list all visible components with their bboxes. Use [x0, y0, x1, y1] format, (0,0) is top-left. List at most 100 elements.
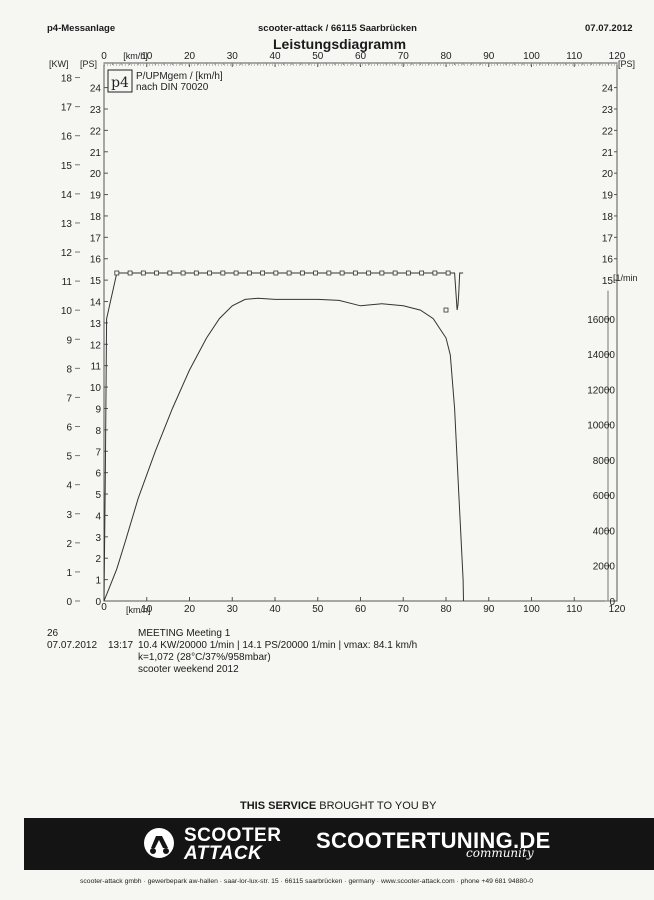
ps-tick-label: 8 — [95, 426, 101, 437]
ps-tick-label: 5 — [95, 490, 101, 501]
rpm-marker — [392, 270, 398, 276]
rpm-marker — [260, 270, 266, 276]
kw-tick-label: 9 — [66, 335, 72, 346]
right-ps-tick-label: 23 — [602, 105, 614, 116]
x-unit-top: [km/h] — [123, 51, 148, 61]
x-tick-label-top: 50 — [312, 51, 324, 62]
ps-tick-label: 21 — [90, 148, 102, 159]
scootertuning-logo: SCOOTERTUNING.DE — [316, 828, 551, 853]
rpm-marker — [233, 270, 239, 276]
x-tick-label-bottom: 90 — [483, 604, 495, 615]
rpm-tick-label: 8000 — [593, 456, 616, 467]
x-tick-label-bottom: 120 — [609, 604, 626, 615]
chart-title: Leistungsdiagramm — [273, 36, 407, 52]
right-ps-tick-label: 15 — [602, 276, 614, 287]
rpm-marker — [180, 270, 186, 276]
ps-tick-label: 12 — [90, 340, 102, 351]
sponsor-banner: SCOOTER ATTACK SCOOTERTUNING.DE communit… — [24, 818, 654, 870]
header-date: 07.07.2012 — [585, 23, 633, 34]
ps-tick-label: 11 — [91, 362, 102, 373]
ps-tick-label: 17 — [90, 233, 102, 244]
right-ps-tick-label: 20 — [602, 169, 614, 180]
kw-unit: [KW] — [49, 59, 69, 69]
ps-tick-label: 23 — [90, 105, 102, 116]
ps-tick-label: 16 — [90, 255, 102, 266]
kw-tick-label: 6 — [66, 423, 72, 434]
kw-tick-label: 4 — [66, 481, 72, 492]
x-tick-label-bottom: 40 — [269, 604, 281, 615]
ps-tick-label: 1 — [95, 576, 101, 587]
x-tick-label-bottom: 0 — [101, 602, 107, 613]
x-tick-label-top: 100 — [523, 51, 540, 62]
right-ps-tick-label: 17 — [602, 233, 614, 244]
x-tick-label-bottom: 50 — [312, 604, 324, 615]
rpm-marker — [379, 270, 385, 276]
x-tick-label-bottom: 30 — [227, 604, 239, 615]
rpm-marker — [352, 270, 358, 276]
ps-tick-label: 4 — [95, 511, 101, 522]
service-line: THIS SERVICE BROUGHT TO YOU BY — [240, 800, 436, 812]
plot-grid — [75, 63, 618, 602]
kw-tick-label: 7 — [66, 393, 72, 404]
power-curve — [103, 297, 464, 602]
rpm-marker — [299, 270, 305, 276]
rpm-tick-label: 4000 — [593, 526, 616, 537]
plot-frame — [103, 62, 618, 602]
ps-tick-label: 13 — [90, 319, 102, 330]
kw-tick-label: 5 — [66, 452, 72, 463]
x-tick-label-top: 0 — [101, 51, 107, 62]
rpm-marker — [313, 270, 319, 276]
ps-tick-label: 22 — [90, 126, 102, 137]
service-bold: THIS SERVICE — [240, 800, 317, 812]
kw-tick-label: 10 — [61, 306, 73, 317]
x-tick-label-top: 70 — [398, 51, 410, 62]
meeting-label: MEETING Meeting 1 — [138, 628, 231, 639]
rpm-marker — [220, 270, 226, 276]
rpm-marker — [419, 270, 425, 276]
right-ps-unit: [PS] — [618, 59, 635, 69]
kw-tick-label: 11 — [62, 277, 73, 288]
kw-tick-label: 12 — [61, 248, 73, 259]
rpm-curve — [103, 272, 464, 602]
legend: p4 P/UPMgem / [km/h]nach DIN 70020 — [107, 69, 223, 93]
scooter-attack-emblem-icon — [144, 828, 174, 858]
p4-logo-icon: p4 — [111, 75, 129, 91]
ps-tick-label: 19 — [90, 191, 102, 202]
rpm-marker — [167, 270, 173, 276]
kw-tick-label: 15 — [61, 161, 73, 172]
ps-tick-label: 24 — [90, 84, 102, 95]
power-diagram: 0010102020303040405050606070708080909010… — [49, 51, 638, 615]
scootertuning-logo-sub: community — [466, 846, 534, 860]
rpm-marker — [443, 307, 449, 313]
x-tick-label-bottom: 80 — [440, 604, 452, 615]
rpm-tick-label: 2000 — [593, 562, 616, 573]
kw-tick-label: 14 — [61, 190, 73, 201]
rpm-tick-label: 16000 — [587, 315, 615, 326]
rpm-marker — [366, 270, 372, 276]
rpm-marker — [154, 270, 159, 276]
kw-tick-label: 3 — [66, 510, 72, 521]
ps-tick-label: 0 — [95, 597, 101, 608]
ps-tick-label: 18 — [90, 212, 102, 223]
rpm-marker — [286, 270, 292, 276]
legend-line2: nach DIN 70020 — [136, 82, 209, 93]
rpm-unit: [1/min — [613, 273, 638, 283]
kw-tick-label: 8 — [66, 364, 72, 375]
x-tick-label-bottom: 60 — [355, 604, 367, 615]
right-ps-tick-label: 21 — [602, 148, 614, 159]
scooter-attack-logo-line1: SCOOTER — [184, 825, 282, 846]
right-ps-tick-label: 22 — [602, 126, 614, 137]
footer-address: scooter-attack gmbh · gewerbepark aw-hal… — [80, 878, 534, 885]
rpm-marker — [445, 270, 451, 276]
rpm-marker — [339, 270, 345, 276]
rpm-marker — [127, 270, 133, 276]
x-tick-label-top: 110 — [566, 51, 582, 62]
ps-tick-label: 7 — [95, 447, 101, 458]
ps-tick-label: 20 — [90, 169, 102, 180]
x-tick-label-bottom: 110 — [566, 604, 582, 615]
rpm-marker — [326, 270, 332, 276]
plot-border — [103, 62, 618, 602]
x-tick-label-top: 40 — [269, 51, 281, 62]
rpm-marker — [405, 270, 411, 276]
rpm-marker — [140, 270, 146, 276]
